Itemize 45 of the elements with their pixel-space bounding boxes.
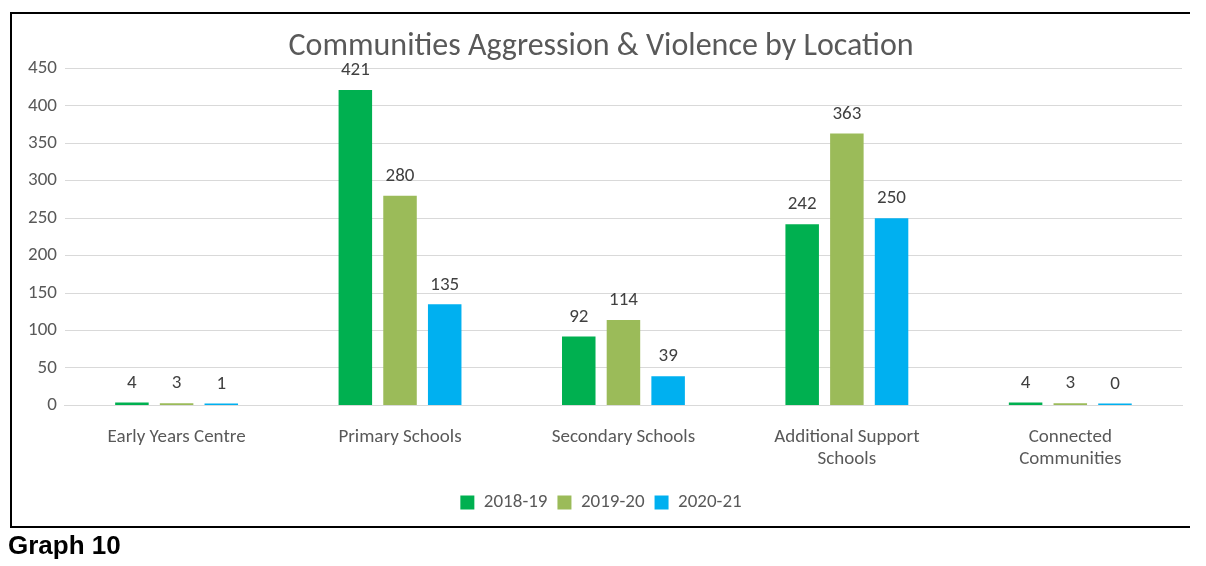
y-tick-label: 200 [28,242,58,266]
y-tick-label: 100 [28,317,58,341]
data-label: 1 [216,370,227,394]
bar [785,224,819,405]
data-label: 4 [127,369,138,393]
data-label: 92 [569,303,589,327]
data-label: 4 [1020,369,1031,393]
bar [651,376,685,405]
legend-label: 2019-20 [580,489,645,513]
bar [383,195,417,405]
data-label: 363 [832,100,862,124]
data-label: 280 [385,162,415,186]
bar [606,320,641,405]
y-tick-label: 400 [28,92,58,116]
x-tick-label: Primary Schools [338,423,462,447]
legend-label: 2018-19 [483,489,548,513]
x-tick-label: Connected Communities [1019,423,1122,470]
data-label: 250 [877,185,907,209]
data-label: 3 [171,370,182,394]
y-tick-label: 150 [28,279,58,303]
data-label: 3 [1065,370,1076,394]
bar [1008,402,1043,405]
bar [115,402,149,405]
y-tick-label: 300 [28,167,58,191]
x-tick-label: Additional Support Schools [774,423,921,470]
y-tick-label: 450 [28,55,58,79]
bar [338,90,373,405]
y-tick-label: 350 [28,130,58,154]
data-label: 0 [1110,370,1121,394]
bar [830,133,864,405]
data-label: 135 [430,271,460,295]
data-label: 39 [658,343,678,367]
data-label: 242 [787,191,817,215]
bar [427,304,462,405]
x-tick-label: Secondary Schools [551,423,696,447]
y-tick-label: 250 [28,204,58,228]
data-label: 114 [609,287,639,311]
bar [874,218,909,405]
y-tick-label: 50 [37,354,58,378]
caption: Graph 10 [8,530,121,561]
x-tick-label: Early Years Centre [107,423,246,447]
bar [562,336,596,405]
y-tick-label: 0 [47,392,58,416]
data-label: 421 [340,57,370,81]
legend-label: 2020-21 [678,489,742,513]
